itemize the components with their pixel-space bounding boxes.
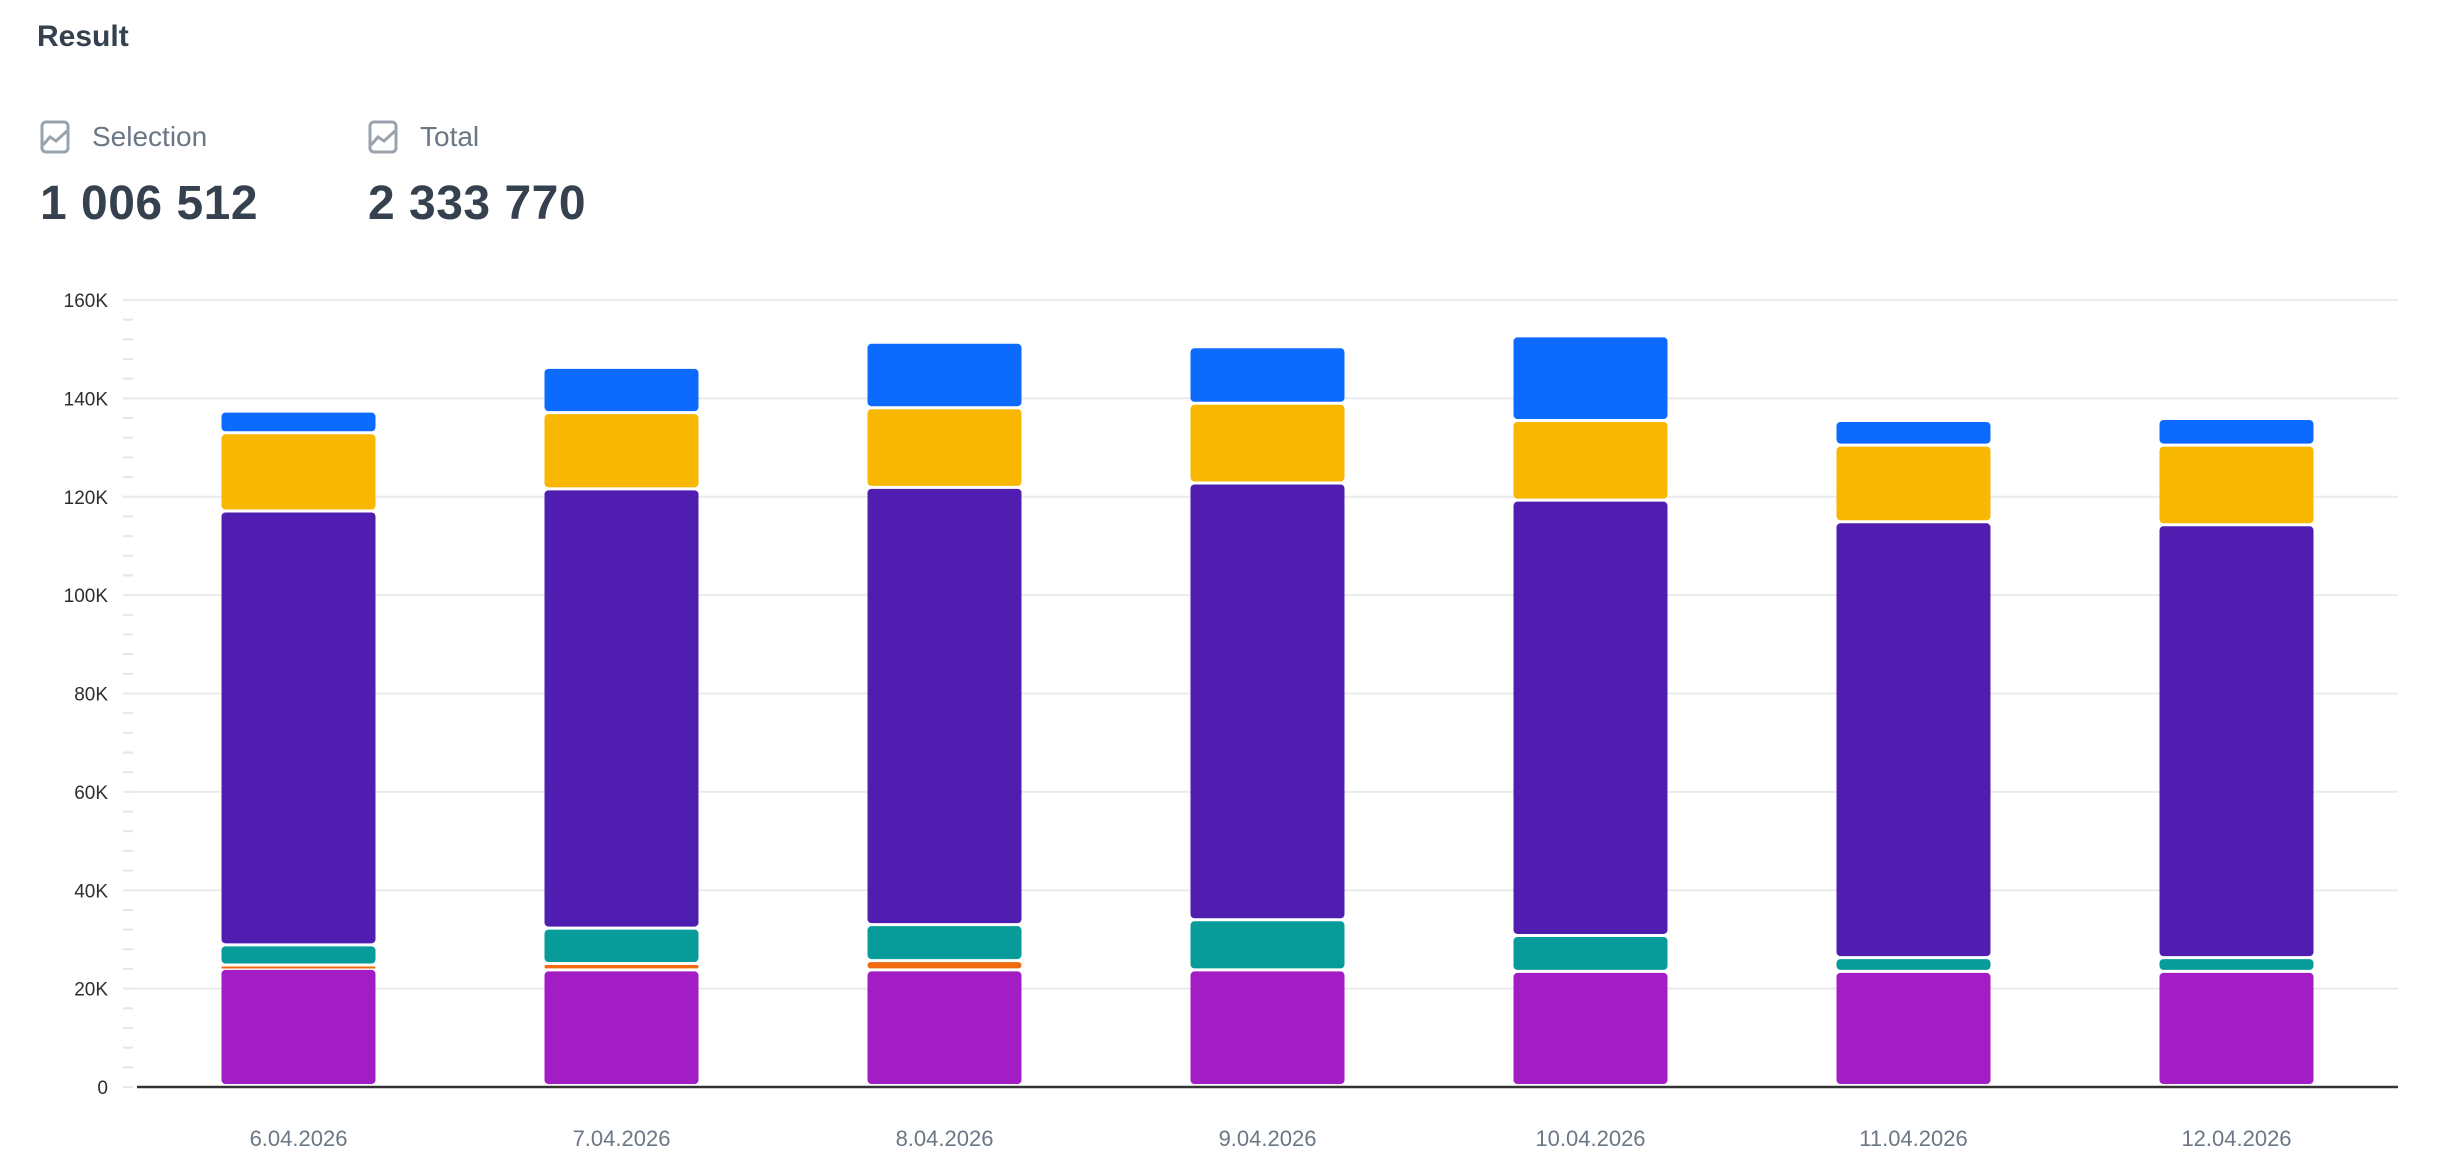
line-chart-icon: [40, 120, 70, 154]
stat-value: 2 333 770: [368, 177, 587, 230]
x-tick-label: 8.04.2026: [896, 1126, 994, 1151]
bar-segment: [1513, 936, 1668, 970]
y-tick-label: 160K: [64, 291, 109, 312]
bar-segment: [1190, 404, 1345, 482]
bar-segment: [2159, 446, 2314, 524]
y-tick-label: 0: [97, 1078, 108, 1099]
stat-label: Total: [420, 121, 480, 152]
page-title: Result: [37, 20, 129, 53]
x-tick-label: 11.04.2026: [1859, 1126, 1967, 1151]
bar-segment: [1836, 523, 1991, 957]
bar-segment: [221, 412, 376, 432]
x-tick-label: 6.04.2026: [250, 1126, 348, 1151]
bar-segment: [1190, 484, 1345, 919]
stat-total: Total 2 333 770: [368, 120, 586, 231]
bar-segment: [867, 962, 1022, 969]
bar-segment: [1513, 337, 1668, 419]
x-tick-label: 9.04.2026: [1219, 1126, 1317, 1151]
x-tick-label: 7.04.2026: [573, 1126, 671, 1151]
bar-segment: [1836, 446, 1991, 521]
bar-segment: [867, 409, 1022, 486]
bar-segment: [867, 926, 1022, 960]
bar-segment: [1836, 972, 1991, 1084]
bar-segment: [1836, 959, 1991, 970]
bar-segment: [1190, 921, 1345, 969]
x-tick-label: 10.04.2026: [1535, 1126, 1645, 1151]
bar-segment: [221, 946, 376, 964]
bar-segment: [1513, 501, 1668, 934]
bar-segment: [2159, 972, 2314, 1084]
bar-segment: [2159, 420, 2314, 444]
bar-segment: [1190, 971, 1345, 1084]
bar-segment: [1513, 972, 1668, 1084]
y-tick-label: 80K: [74, 685, 108, 706]
bar-segment: [2159, 959, 2314, 970]
bar-segment: [544, 490, 699, 927]
bar-segment: [221, 969, 376, 1084]
bar-segment: [867, 971, 1022, 1084]
y-tick-label: 40K: [74, 881, 108, 902]
y-tick-label: 60K: [74, 783, 108, 804]
stat-label: Selection: [92, 121, 208, 152]
bar-segment: [1836, 421, 1991, 444]
stat-value: 1 006 512: [40, 177, 259, 230]
line-chart-icon: [368, 120, 398, 154]
bar-segment: [867, 343, 1022, 407]
bar-segment: [1190, 348, 1345, 402]
bar-segment: [221, 434, 376, 510]
bar-segment: [867, 488, 1022, 924]
bar-segment: [2159, 526, 2314, 957]
y-tick-label: 120K: [64, 488, 109, 509]
bar-segment: [221, 966, 376, 969]
stat-selection: Selection 1 006 512: [40, 120, 258, 231]
y-tick-label: 100K: [64, 586, 109, 607]
bar-segment: [544, 414, 699, 488]
x-tick-label: 12.04.2026: [2181, 1126, 2291, 1151]
bar-segment: [544, 965, 699, 969]
bar-segment: [544, 929, 699, 963]
bar-segment: [221, 512, 376, 944]
y-tick-label: 140K: [64, 389, 109, 410]
bar-segment: [544, 971, 699, 1084]
bar-segment: [1513, 421, 1668, 499]
bar-segment: [544, 368, 699, 412]
y-tick-label: 20K: [74, 980, 108, 1001]
